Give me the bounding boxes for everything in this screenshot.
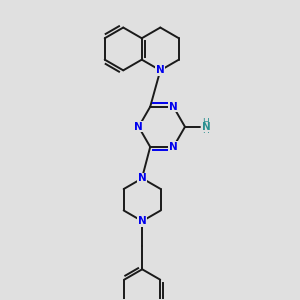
- Text: H: H: [202, 126, 208, 135]
- Text: N: N: [202, 122, 210, 132]
- Text: H: H: [202, 118, 208, 127]
- Text: N: N: [138, 216, 147, 226]
- Text: N: N: [169, 142, 178, 152]
- Text: N: N: [138, 173, 147, 183]
- Text: N: N: [134, 122, 143, 132]
- Text: N: N: [169, 102, 178, 112]
- Text: N: N: [156, 65, 165, 75]
